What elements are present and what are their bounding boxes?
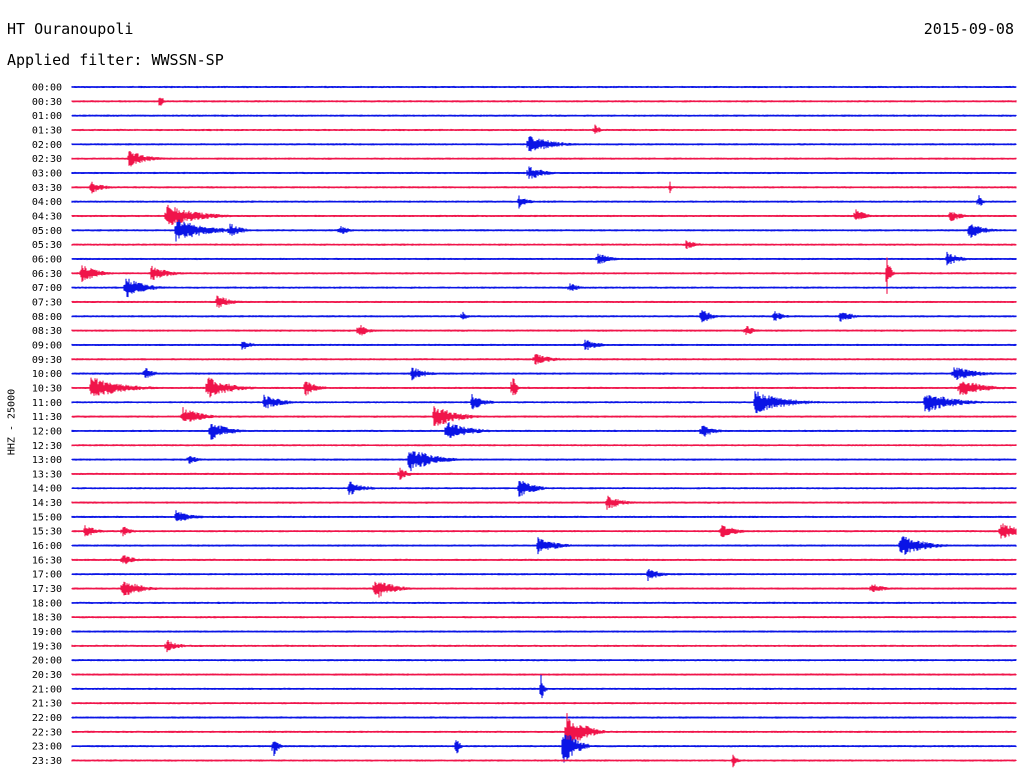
time-label-0500: 05:00	[32, 226, 62, 237]
time-label-1430: 14:30	[32, 498, 62, 509]
time-label-1030: 10:30	[32, 383, 62, 394]
trace-1500	[71, 510, 1017, 522]
time-label-0830: 08:30	[32, 326, 62, 337]
filter-label: Applied filter: WWSSN-SP	[7, 51, 224, 69]
time-label-0230: 02:30	[32, 154, 62, 165]
time-label-0800: 08:00	[32, 312, 62, 323]
time-label-1200: 12:00	[32, 426, 62, 437]
seismic-traces	[71, 85, 1017, 768]
time-label-2300: 23:00	[32, 742, 62, 753]
time-label-1100: 11:00	[32, 398, 62, 409]
time-label-1400: 14:00	[32, 484, 62, 495]
trace-2100	[71, 674, 1017, 699]
time-label-1630: 16:30	[32, 555, 62, 566]
time-label-1330: 13:30	[32, 469, 62, 480]
time-label-2030: 20:30	[32, 670, 62, 681]
time-label-1130: 11:30	[32, 412, 62, 423]
time-label-0100: 01:00	[32, 111, 62, 122]
trace-1730	[71, 581, 1017, 598]
time-label-1000: 10:00	[32, 369, 62, 380]
time-label-2130: 21:30	[32, 699, 62, 710]
time-label-2000: 20:00	[32, 656, 62, 667]
time-label-1700: 17:00	[32, 570, 62, 581]
time-label-0330: 03:30	[32, 183, 62, 194]
time-label-0400: 04:00	[32, 197, 62, 208]
time-label-1600: 16:00	[32, 541, 62, 552]
time-label-0530: 05:30	[32, 240, 62, 251]
time-label-0000: 00:00	[32, 83, 62, 94]
time-label-0730: 07:30	[32, 297, 62, 308]
time-label-0600: 06:00	[32, 254, 62, 265]
time-label-0300: 03:00	[32, 168, 62, 179]
time-label-1800: 18:00	[32, 598, 62, 609]
time-label-0930: 09:30	[32, 355, 62, 366]
time-label-0700: 07:00	[32, 283, 62, 294]
time-label-2230: 22:30	[32, 727, 62, 738]
trace-2300	[71, 734, 1017, 763]
time-label-0630: 06:30	[32, 269, 62, 280]
time-label-1830: 18:30	[32, 613, 62, 624]
trace-1300	[71, 451, 1017, 472]
station-title: HT Ouranoupoli	[7, 20, 134, 38]
trace-0430	[71, 204, 1017, 225]
time-label-1300: 13:00	[32, 455, 62, 466]
time-label-1230: 12:30	[32, 441, 62, 452]
time-label-2330: 23:30	[32, 756, 62, 767]
time-label-1530: 15:30	[32, 527, 62, 538]
time-label-1730: 17:30	[32, 584, 62, 595]
time-label-0030: 00:30	[32, 97, 62, 108]
time-label-2200: 22:00	[32, 713, 62, 724]
time-label-0130: 01:30	[32, 125, 62, 136]
time-label-1900: 19:00	[32, 627, 62, 638]
time-label-0200: 02:00	[32, 140, 62, 151]
time-label-2100: 21:00	[32, 684, 62, 695]
time-labels: 00:00 00:30 01:00 01:30 02:00 02:30 03:00 03:30…	[32, 83, 62, 768]
date-label: 2015-09-08	[923, 20, 1014, 38]
time-label-0900: 09:00	[32, 340, 62, 351]
time-label-1930: 19:30	[32, 641, 62, 652]
time-label-1500: 15:00	[32, 512, 62, 523]
time-label-0430: 04:30	[32, 211, 62, 222]
